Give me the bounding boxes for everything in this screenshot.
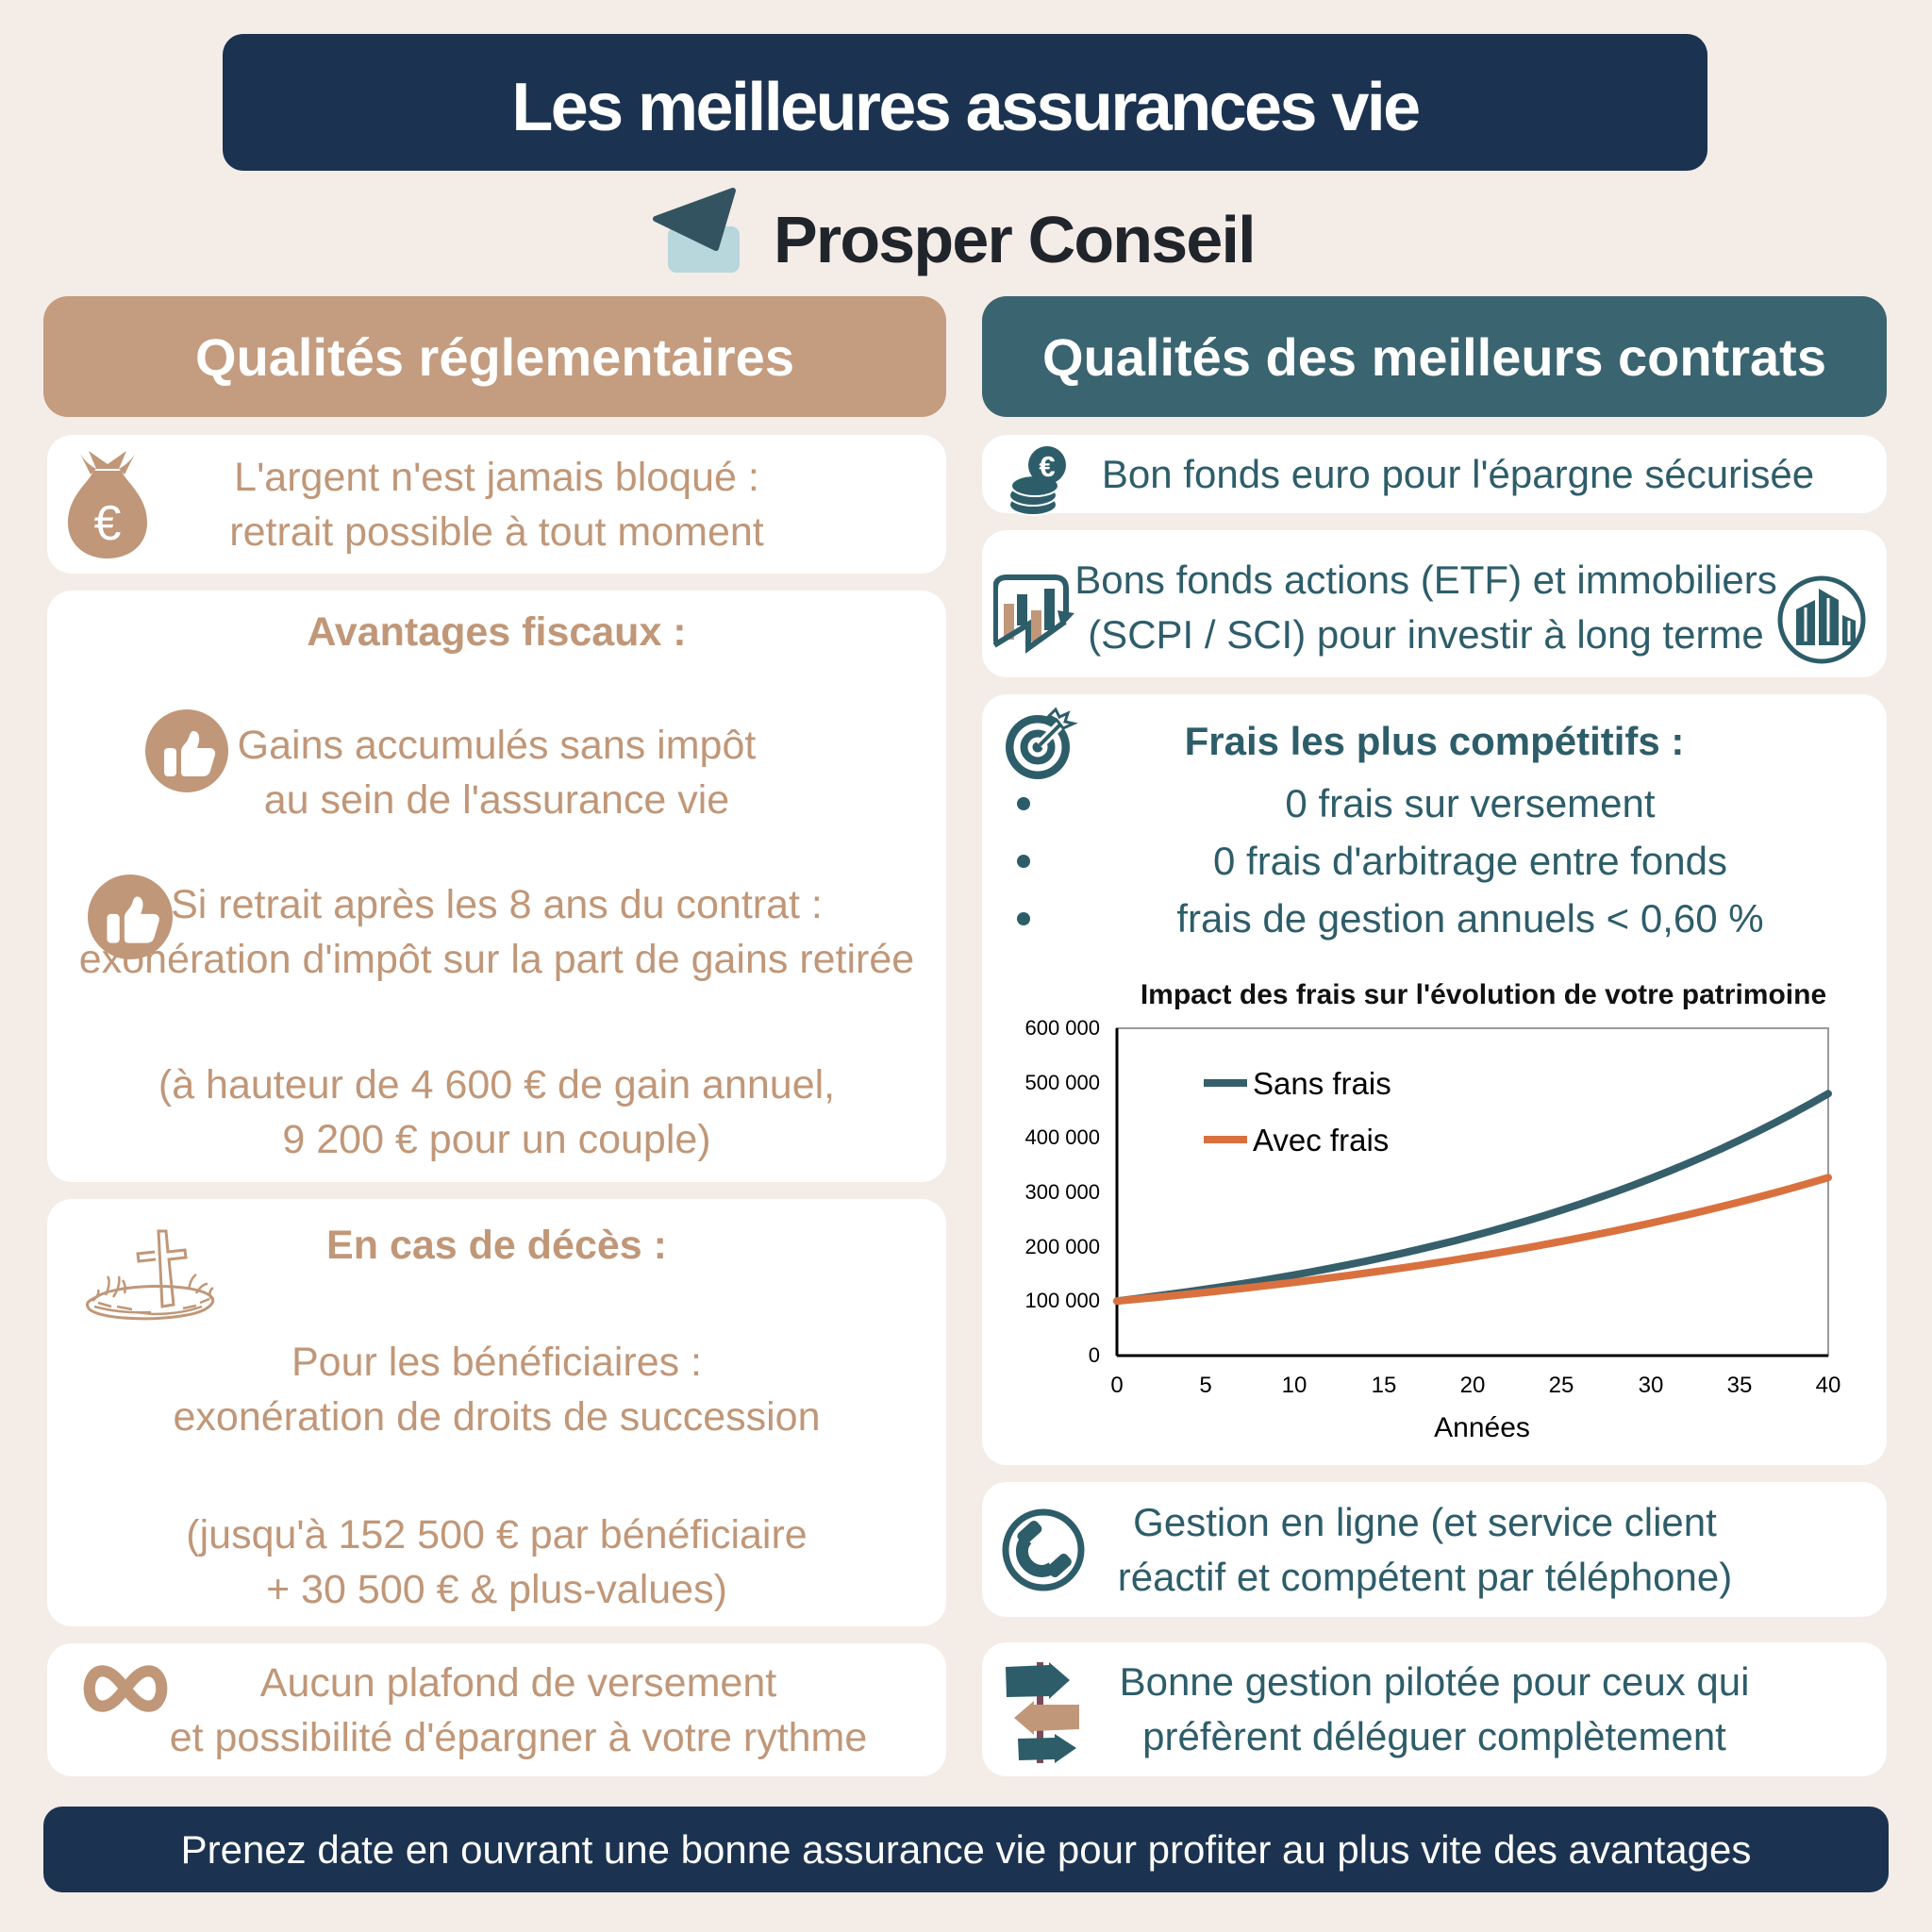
svg-text:40: 40 <box>1816 1373 1841 1398</box>
svg-text:600 000: 600 000 <box>1024 1016 1100 1040</box>
svg-text:400 000: 400 000 <box>1024 1125 1100 1149</box>
svg-text:€: € <box>1039 450 1055 483</box>
svg-text:Années: Années <box>1434 1412 1530 1443</box>
svg-text:35: 35 <box>1727 1373 1753 1398</box>
svg-text:Sans frais: Sans frais <box>1253 1066 1391 1101</box>
svg-text:5: 5 <box>1199 1373 1211 1398</box>
svg-text:300 000: 300 000 <box>1024 1180 1100 1204</box>
svg-text:200 000: 200 000 <box>1024 1235 1100 1258</box>
svg-text:30: 30 <box>1639 1373 1664 1398</box>
svg-text:500 000: 500 000 <box>1024 1071 1100 1094</box>
svg-text:Avec frais: Avec frais <box>1253 1123 1389 1158</box>
svg-text:15: 15 <box>1372 1373 1397 1398</box>
svg-text:0: 0 <box>1110 1373 1123 1398</box>
svg-text:100 000: 100 000 <box>1024 1289 1100 1312</box>
svg-text:20: 20 <box>1460 1373 1486 1398</box>
svg-text:10: 10 <box>1282 1373 1307 1398</box>
svg-text:€: € <box>94 496 122 551</box>
svg-text:0: 0 <box>1089 1343 1100 1367</box>
svg-text:25: 25 <box>1549 1373 1574 1398</box>
